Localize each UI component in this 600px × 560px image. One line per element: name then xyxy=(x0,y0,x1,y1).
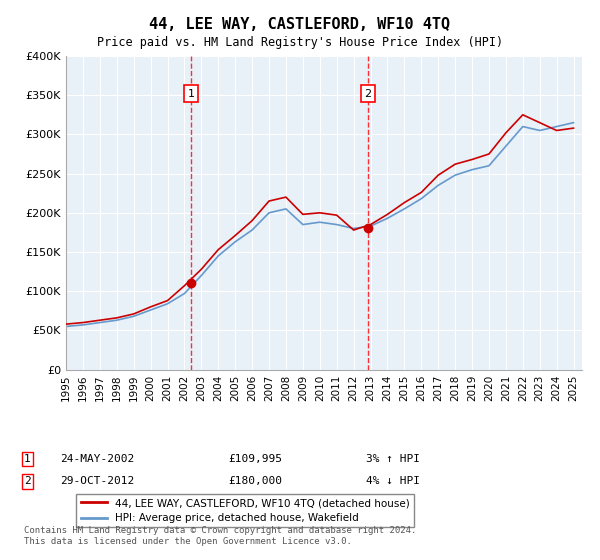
Text: 29-OCT-2012: 29-OCT-2012 xyxy=(60,477,134,487)
Text: 3% ↑ HPI: 3% ↑ HPI xyxy=(366,454,420,464)
Text: £180,000: £180,000 xyxy=(228,477,282,487)
Legend: 44, LEE WAY, CASTLEFORD, WF10 4TQ (detached house), HPI: Average price, detached: 44, LEE WAY, CASTLEFORD, WF10 4TQ (detac… xyxy=(76,494,414,528)
Text: Contains HM Land Registry data © Crown copyright and database right 2024.
This d: Contains HM Land Registry data © Crown c… xyxy=(24,526,416,546)
Text: 2: 2 xyxy=(364,88,371,99)
Text: 4% ↓ HPI: 4% ↓ HPI xyxy=(366,477,420,487)
Text: Price paid vs. HM Land Registry's House Price Index (HPI): Price paid vs. HM Land Registry's House … xyxy=(97,36,503,49)
Text: £109,995: £109,995 xyxy=(228,454,282,464)
Text: 1: 1 xyxy=(187,88,194,99)
Text: 2: 2 xyxy=(24,477,31,487)
Text: 44, LEE WAY, CASTLEFORD, WF10 4TQ: 44, LEE WAY, CASTLEFORD, WF10 4TQ xyxy=(149,17,451,32)
Text: 24-MAY-2002: 24-MAY-2002 xyxy=(60,454,134,464)
Text: 1: 1 xyxy=(24,454,31,464)
